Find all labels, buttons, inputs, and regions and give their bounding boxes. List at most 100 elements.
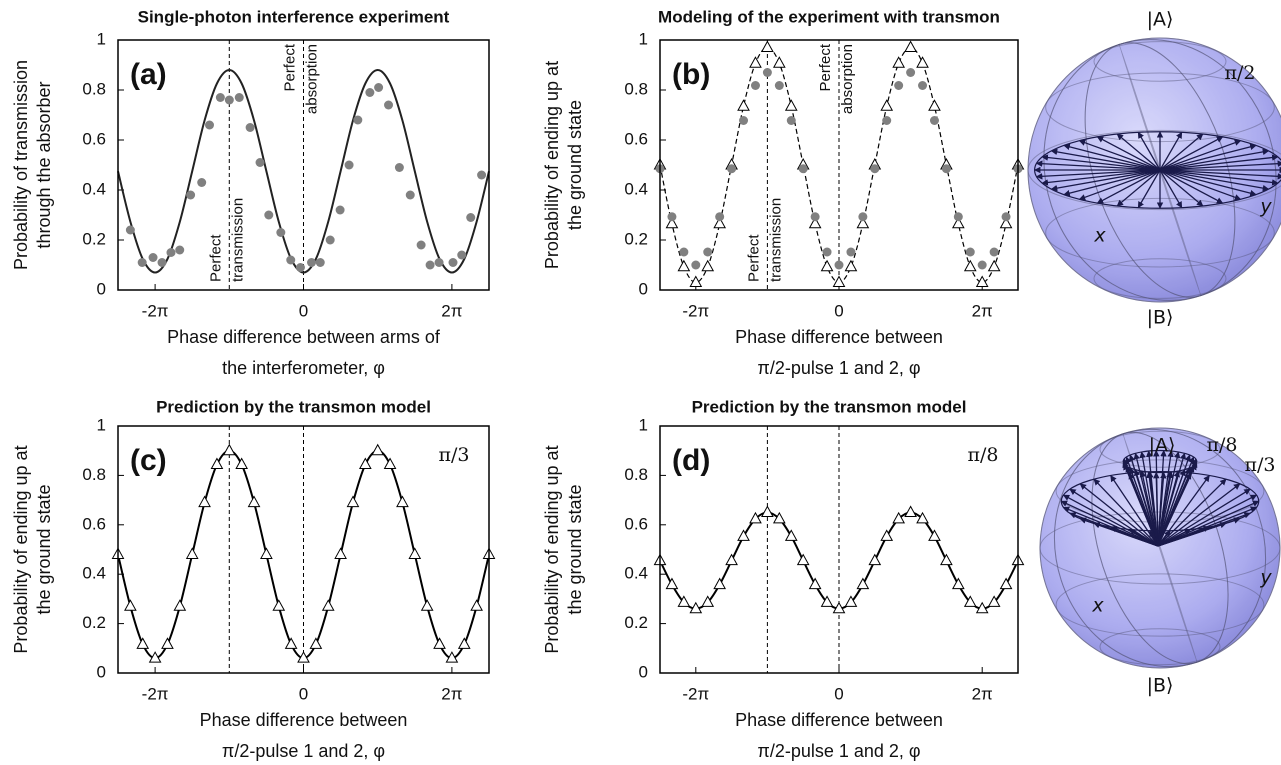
y-tick-label: 1 [639,415,648,434]
data-point [272,599,286,611]
vector-arrow [1078,139,1161,171]
data-point [701,259,715,272]
y-tick-label: 0.2 [82,229,106,248]
data-point [796,553,810,566]
latitude [1099,628,1221,666]
y-tick-label: 0.2 [624,229,648,248]
data-point [420,599,434,611]
data-point [234,93,244,102]
y-tick-label: 0.2 [624,613,648,632]
series-line [117,68,490,274]
vector-arrow [1137,169,1161,209]
chart-title: Modeling of the experiment with transmon [658,7,1000,26]
y-axis-label: Probability of transmission [11,60,31,270]
data-point [999,577,1013,590]
data-point [255,158,265,167]
x-tick-label: -2π [682,301,709,320]
latitude [1099,430,1221,468]
y-axis-label: the ground state [565,100,585,230]
sphere-label: |B⟩ [1147,675,1174,697]
data-point [457,637,471,649]
data-point [820,595,834,607]
data-point [798,164,808,174]
data-point [334,547,347,559]
y-tick-label: 0.4 [82,564,106,583]
vector-arrow [1159,169,1270,192]
data-point [761,40,774,52]
data-point [975,275,989,287]
vector-arrow [1157,483,1241,547]
data-point [846,247,856,257]
data-point [987,259,1001,272]
data-point [215,93,225,102]
vector-arrow [1157,488,1251,547]
data-point [715,212,725,222]
data-point [448,258,458,267]
data-point [820,259,834,272]
data-point [405,190,415,200]
data-point [166,248,176,257]
data-point [703,247,713,257]
vector-arrow [1128,472,1159,547]
latitude [1055,573,1265,637]
data-point [466,213,476,222]
data-point [137,258,147,267]
data-point [929,116,939,125]
meridian [1091,431,1229,665]
y-tick-label: 0 [97,662,106,681]
data-point [396,495,409,508]
data-point [346,495,360,508]
vector-arrow [1159,148,1270,171]
data-point [963,595,977,607]
y-tick-label: 0.6 [82,514,106,533]
data-point [810,212,820,222]
y-tick-label: 1 [97,29,106,48]
data-point [953,212,963,222]
vector-arrow [1159,169,1204,207]
x-tick-label: 0 [299,301,308,320]
data-point [999,216,1013,229]
x-axis-label: Phase difference between [735,327,943,347]
data-point [235,457,249,470]
data-point [186,190,196,200]
vector-arrow [1062,494,1159,547]
x-axis-label: Phase difference between arms of [167,327,441,347]
data-point [136,637,150,649]
y-axis-label: the ground state [34,484,54,614]
vector-arrow [1157,525,1210,547]
reference-label: transmission [767,198,784,282]
data-point [906,68,916,77]
y-axis-label: the ground state [565,484,585,614]
x-tick-label: -2π [142,301,169,320]
data-point [125,225,135,235]
x-axis-label: π/2-pulse 1 and 2, φ [222,741,385,761]
data-point [941,164,951,174]
y-tick-label: 0.6 [624,129,648,148]
data-point [916,56,929,68]
data-point [772,56,786,68]
x-axis-label: π/2-pulse 1 and 2, φ [757,741,920,761]
sphere-label: x [1091,595,1104,617]
panel-label: (d) [672,444,710,477]
meridian [1027,37,1281,303]
reference-label: Perfect [281,43,298,91]
vector-arrow [1096,169,1161,204]
latitude [1093,41,1227,82]
data-point [928,529,941,541]
reference-label: transmission [229,198,246,282]
data-point [951,577,965,590]
data-point [353,115,363,125]
y-tick-label: 0.8 [82,465,106,484]
data-point [701,595,715,607]
data-point [247,495,261,508]
y-tick-label: 0.8 [624,465,648,484]
vector-arrow [1050,148,1161,171]
x-tick-label: 2π [441,684,462,703]
data-point [858,212,868,222]
data-point [749,511,762,524]
vector-arrow [1157,472,1192,547]
y-tick-label: 0.4 [82,179,106,198]
data-point [679,247,689,257]
y-tick-label: 0 [639,662,648,681]
sphere-label: π/8 [1207,434,1238,456]
